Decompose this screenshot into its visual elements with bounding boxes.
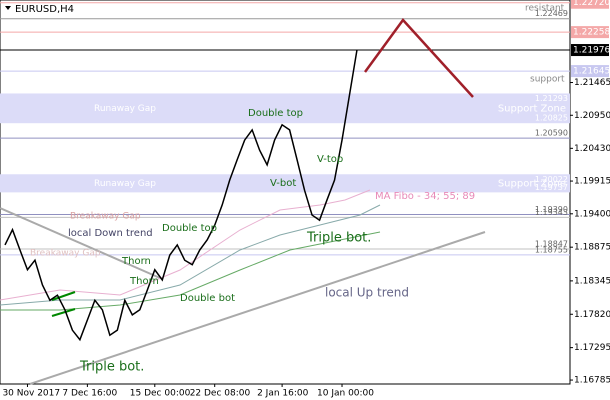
- gap-label: Runaway Gap: [94, 104, 156, 114]
- up-trend-line: [29, 231, 486, 385]
- flag: [51, 291, 76, 301]
- level-label: 1.18755: [535, 245, 568, 254]
- annotation: Thorn: [121, 256, 151, 267]
- annotation: Breakaway Gap: [30, 249, 101, 259]
- level-label: 1.20590: [535, 129, 568, 138]
- level-label: 1.19343: [535, 208, 568, 217]
- menu-arrow[interactable]: [5, 6, 11, 10]
- zone-label: 1.20022: [535, 175, 568, 184]
- annotation: Breakaway Gap: [70, 212, 141, 222]
- down-trend-line: [0, 207, 161, 279]
- level-label: 1.22469: [535, 9, 568, 18]
- axis-tag-label: 1.21976: [573, 46, 610, 56]
- axis-tag-label: 1.21645: [573, 67, 610, 77]
- x-tick-label: 2 Jan 16:00: [257, 389, 309, 399]
- annotation: Triple bot.: [306, 231, 371, 246]
- gap-label: Runaway Gap: [94, 179, 156, 189]
- x-tick-label: 15 Dec 00:00: [130, 389, 191, 399]
- annotation: Double top: [162, 223, 217, 234]
- level-label: 1.18847: [535, 239, 568, 248]
- y-tick-label: 1.20430: [574, 144, 610, 154]
- x-tick-label: 30 Nov 2017: [2, 389, 60, 399]
- y-tick-label: 1.19400: [574, 209, 610, 219]
- x-tick-label: 7 Dec 16:00: [62, 389, 117, 399]
- axis-tag: [571, 0, 609, 9]
- zone-name: Support Zone: [498, 178, 566, 189]
- y-tick-label: 1.19915: [574, 177, 610, 187]
- annotation: V-top: [317, 154, 343, 165]
- annotation: resistant: [525, 4, 565, 14]
- annotation: support: [530, 75, 565, 85]
- ma-line: [0, 204, 381, 306]
- ma-line: [0, 189, 371, 301]
- x-tick-label: 22 Dec 08:00: [190, 389, 251, 399]
- flag: [51, 308, 76, 317]
- chart-title: EURUSD,H4: [15, 4, 74, 15]
- zone-label: 1.21293: [535, 94, 568, 103]
- y-tick-label: 1.18345: [574, 276, 610, 286]
- y-tick-label: 1.20950: [574, 111, 610, 121]
- zone: [0, 93, 570, 124]
- x-tick-label: 10 Jan 00:00: [317, 389, 374, 399]
- y-tick-label: 1.18875: [574, 243, 610, 253]
- annotation: Triple bot.: [79, 360, 144, 375]
- annotation: V-bot: [270, 178, 296, 189]
- annotation: MA Fibo - 34; 55; 89: [375, 191, 475, 202]
- zone-label: 1.19737: [535, 183, 568, 192]
- price-line: [4, 49, 358, 342]
- y-tick-label: 1.16785: [574, 376, 610, 386]
- annotation: local Up trend: [325, 286, 409, 300]
- annotation: local Down trend: [68, 228, 153, 239]
- axis-tag-label: 1.22720: [573, 0, 610, 8]
- ma-line: [0, 231, 381, 311]
- axis-tag: [571, 44, 609, 57]
- projection: [363, 18, 474, 98]
- zone-label: 1.20825: [535, 114, 568, 123]
- level-label: 1.19390: [535, 205, 568, 214]
- annotation: Thorn: [129, 276, 159, 287]
- zone-name: Support Zone: [498, 103, 566, 114]
- y-tick-label: 1.17295: [574, 343, 610, 353]
- annotation: Double top: [248, 108, 303, 119]
- axis-tag: [571, 26, 609, 39]
- axis-tag-label: 1.22258: [573, 28, 610, 38]
- y-tick-label: 1.21465: [574, 78, 610, 88]
- y-tick-label: 1.17820: [574, 310, 610, 320]
- zone: [0, 174, 570, 193]
- annotation: Double bot: [180, 293, 235, 304]
- axis-tag: [571, 65, 609, 78]
